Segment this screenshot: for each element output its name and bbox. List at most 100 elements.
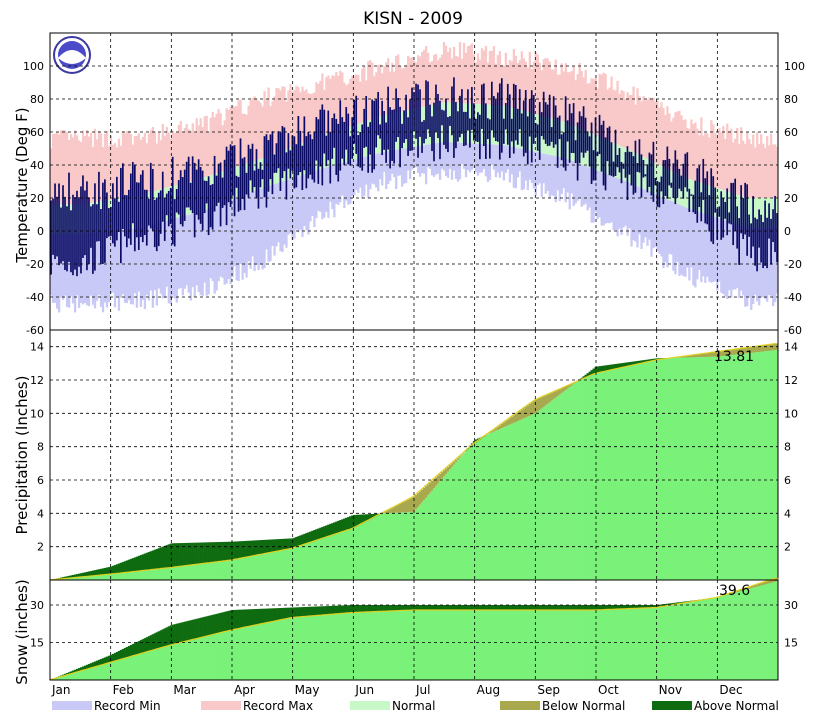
record-max-bar	[201, 127, 204, 178]
normal-cumulative-bar	[95, 666, 99, 680]
normal-cumulative-bar	[430, 490, 434, 580]
normal-cumulative-bar	[91, 667, 95, 680]
below-normal-bar	[746, 587, 749, 590]
observed-bar	[576, 122, 579, 181]
record-max-bar	[409, 57, 412, 110]
normal-cumulative-bar	[91, 575, 95, 580]
record-min-bar	[718, 218, 721, 282]
normal-cumulative-bar	[482, 436, 486, 580]
below-normal-bar	[399, 503, 402, 513]
normal-cumulative-bar	[458, 610, 462, 680]
normal-cumulative-bar	[273, 621, 276, 680]
above-normal-bar	[305, 606, 308, 617]
normal-cumulative-bar	[165, 646, 168, 680]
record-min-bar	[57, 234, 61, 313]
normal-cumulative-bar	[562, 391, 565, 580]
normal-cumulative-bar	[257, 554, 260, 580]
above-normal-bar	[157, 631, 160, 649]
below-normal-bar	[744, 347, 747, 354]
normal-cumulative-bar	[768, 583, 771, 680]
normal-cumulative-bar	[724, 355, 727, 580]
above-normal-bar	[189, 620, 192, 641]
record-max-bar	[574, 80, 577, 127]
above-normal-bar	[636, 360, 639, 365]
record-max-bar	[430, 61, 434, 105]
record-min-bar	[644, 189, 647, 238]
normal-cumulative-bar	[251, 625, 254, 680]
above-normal-bar	[630, 361, 633, 366]
above-normal-bar	[616, 605, 619, 610]
below-normal-bar	[403, 501, 406, 513]
normal-cumulative-bar	[760, 585, 763, 680]
above-normal-bar	[518, 605, 522, 610]
above-normal-bar	[642, 605, 645, 609]
normal-cumulative-bar	[554, 397, 557, 580]
record-min-bar	[694, 210, 697, 288]
record-max-bar	[271, 101, 274, 155]
above-normal-bar	[133, 643, 137, 656]
normal-cumulative-bar	[462, 452, 466, 580]
record-max-bar	[552, 69, 555, 119]
record-min-bar	[470, 143, 474, 170]
record-max-bar	[634, 104, 637, 153]
normal-cumulative-bar	[702, 599, 705, 680]
above-normal-bar	[610, 364, 613, 370]
normal-cumulative-bar	[634, 608, 637, 680]
record-max-bar	[293, 89, 296, 147]
normal-cumulative-bar	[297, 617, 300, 680]
observed-bar	[177, 180, 180, 215]
above-normal-bar	[287, 538, 290, 550]
normal-cumulative-bar	[279, 550, 282, 580]
above-normal-bar	[269, 608, 272, 623]
below-normal-bar	[698, 354, 701, 358]
above-normal-bar	[139, 640, 143, 654]
record-min-bar	[175, 218, 178, 303]
observed-bar	[728, 212, 731, 224]
below-normal-bar	[528, 404, 531, 416]
normal-cumulative-bar	[690, 357, 693, 580]
record-max-bar	[538, 62, 541, 116]
record-max-bar	[720, 132, 723, 190]
normal-cumulative-bar	[494, 610, 498, 680]
observed-bar	[570, 113, 573, 154]
normal-bar	[766, 198, 769, 228]
record-max-bar	[359, 81, 362, 124]
normal-cumulative-bar	[442, 610, 446, 680]
record-min-bar	[620, 179, 623, 235]
record-max-bar	[744, 143, 747, 198]
above-normal-bar	[584, 374, 587, 378]
below-normal-bar	[708, 352, 711, 357]
normal-cumulative-bar	[219, 632, 222, 680]
month-label: Apr	[234, 683, 255, 697]
observed-bar	[742, 198, 744, 240]
above-normal-bar	[65, 576, 69, 579]
record-min-bar	[456, 142, 460, 182]
record-max-bar	[548, 61, 551, 118]
record-max-bar	[207, 132, 210, 176]
normal-cumulative-bar	[418, 504, 422, 580]
normal-cumulative-bar	[562, 610, 565, 680]
observed-bar	[664, 160, 667, 196]
observed-bar	[556, 117, 559, 168]
normal-cumulative-bar	[201, 563, 204, 580]
record-max-bar	[219, 113, 222, 173]
normal-cumulative-bar	[333, 614, 336, 680]
normal-cumulative-bar	[454, 462, 458, 580]
record-min-bar	[690, 209, 693, 268]
normal-cumulative-bar	[758, 351, 761, 580]
normal-cumulative-bar	[135, 654, 139, 680]
record-max-bar	[486, 62, 490, 105]
record-min-bar	[514, 147, 518, 189]
normal-cumulative-bar	[187, 640, 190, 680]
observed-bar	[205, 181, 208, 204]
observed-bar	[421, 121, 423, 153]
normal-cumulative-bar	[636, 364, 639, 580]
normal-cumulative-bar	[289, 617, 292, 680]
normal-cumulative-bar	[540, 408, 543, 580]
normal-cumulative-bar	[678, 603, 681, 680]
normal-cumulative-bar	[654, 360, 657, 580]
record-min-bar	[327, 166, 330, 218]
observed-bar	[145, 189, 148, 246]
above-normal-bar	[137, 555, 141, 572]
